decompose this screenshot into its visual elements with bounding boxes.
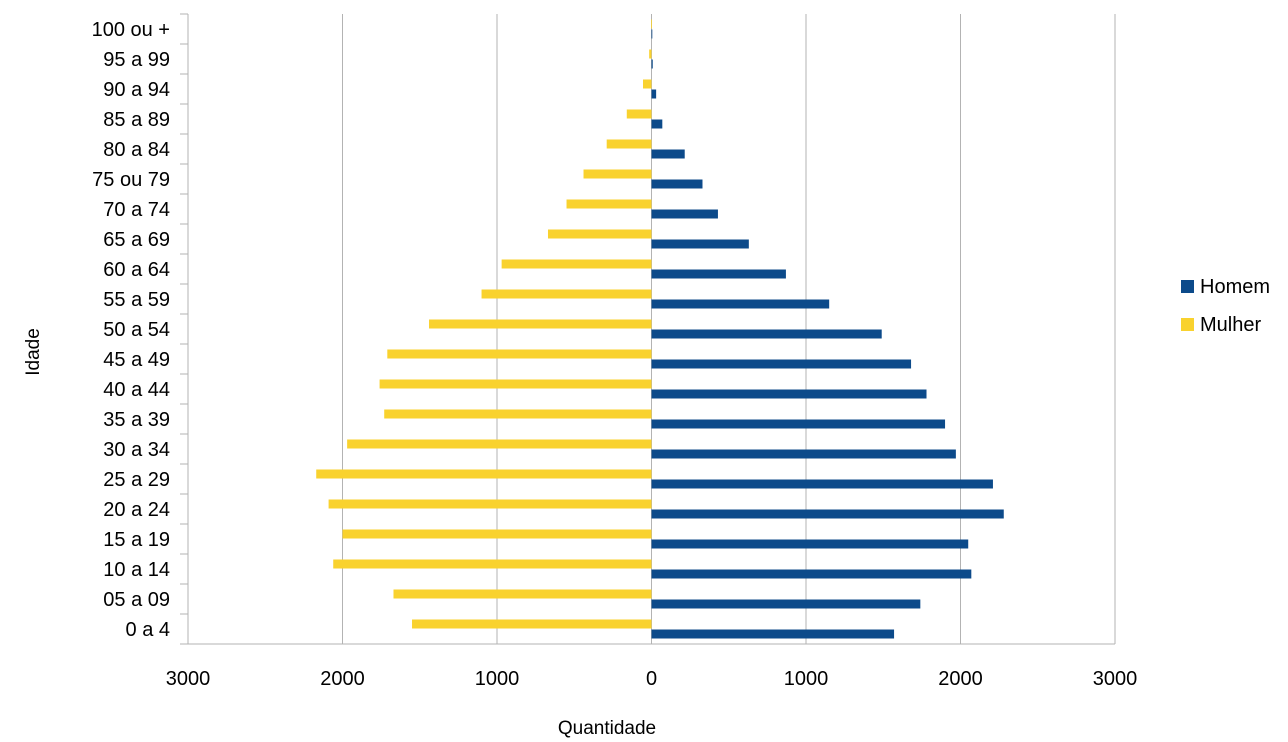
bar-mulher-18 xyxy=(643,79,652,89)
y-tick-label: 40 a 44 xyxy=(103,379,170,401)
legend: Homem Mulher xyxy=(1181,276,1270,336)
y-tick-label: 85 a 89 xyxy=(103,109,170,131)
x-tick-label: 2000 xyxy=(320,668,365,690)
x-tick-labels: 3000 2000 1000 0 1000 2000 3000 xyxy=(166,668,1138,690)
legend-label-mulher: Mulher xyxy=(1200,314,1261,336)
bar-mulher-9 xyxy=(387,349,652,359)
bar-mulher-19 xyxy=(649,49,652,59)
bar-homem-16 xyxy=(651,149,685,159)
x-tick-label: 3000 xyxy=(166,668,211,690)
y-tick-label: 65 a 69 xyxy=(103,229,170,251)
bar-mulher-11 xyxy=(481,289,652,299)
bar-homem-19 xyxy=(651,59,653,69)
bar-homem-11 xyxy=(651,299,830,309)
bar-homem-5 xyxy=(651,479,993,489)
y-tick-label: 50 a 54 xyxy=(103,319,170,341)
x-tick-label: 2000 xyxy=(938,668,983,690)
bar-homem-6 xyxy=(651,449,956,459)
bar-mulher-0 xyxy=(412,619,652,629)
y-tick-label: 20 a 24 xyxy=(103,499,170,521)
y-tick-label: 75 ou 79 xyxy=(92,169,170,191)
bar-mulher-8 xyxy=(379,379,652,389)
bar-mulher-5 xyxy=(316,469,652,479)
bar-homem-10 xyxy=(651,329,882,339)
bar-homem-14 xyxy=(651,209,718,219)
x-tick-label: 1000 xyxy=(475,668,520,690)
bar-homem-17 xyxy=(651,119,663,129)
bar-mulher-7 xyxy=(384,409,652,419)
y-tick-label: 25 a 29 xyxy=(103,469,170,491)
y-axis-title: Idade xyxy=(23,328,44,376)
bar-homem-4 xyxy=(651,509,1004,519)
y-tick-labels: 0 a 4 05 a 09 10 a 14 15 a 19 20 a 24 25 a 29… xyxy=(92,19,170,641)
y-tick-label: 10 a 14 xyxy=(103,559,170,581)
bar-mulher-10 xyxy=(429,319,652,329)
bar-homem-20 xyxy=(651,29,653,39)
axes xyxy=(180,13,1115,645)
bar-homem-9 xyxy=(651,359,912,369)
bar-homem-3 xyxy=(651,539,969,549)
bar-homem-1 xyxy=(651,599,921,609)
y-tick-label: 45 a 49 xyxy=(103,349,170,371)
bar-mulher-1 xyxy=(393,589,652,599)
x-tick-label: 1000 xyxy=(784,668,829,690)
bar-homem-0 xyxy=(651,629,895,639)
bar-homem-8 xyxy=(651,389,927,399)
y-tick-label: 30 a 34 xyxy=(103,439,170,461)
y-tick-label: 05 a 09 xyxy=(103,589,170,611)
y-tick-label: 0 a 4 xyxy=(126,619,170,641)
bar-homem-13 xyxy=(651,239,749,249)
y-tick-label: 60 a 64 xyxy=(103,259,170,281)
y-tick-label: 100 ou + xyxy=(92,19,170,41)
y-tick-label: 90 a 94 xyxy=(103,79,170,101)
legend-swatch-mulher xyxy=(1181,318,1194,331)
bar-homem-2 xyxy=(651,569,972,579)
bar-mulher-20 xyxy=(651,19,652,29)
bar-mulher-16 xyxy=(606,139,652,149)
bar-mulher-12 xyxy=(501,259,652,269)
bar-homem-12 xyxy=(651,269,786,279)
y-tick-label: 15 a 19 xyxy=(103,529,170,551)
bar-homem-15 xyxy=(651,179,703,189)
bar-mulher-13 xyxy=(547,229,652,239)
bar-homem-18 xyxy=(651,89,657,99)
bar-mulher-15 xyxy=(583,169,652,179)
bar-mulher-2 xyxy=(333,559,652,569)
grid-lines xyxy=(187,14,1116,644)
y-tick-label: 80 a 84 xyxy=(103,139,170,161)
y-tick-label: 55 a 59 xyxy=(103,289,170,311)
y-tick-label: 70 a 74 xyxy=(103,199,170,221)
bar-homem-7 xyxy=(651,419,946,429)
x-axis-title: Quantidade xyxy=(558,718,656,739)
bar-mulher-4 xyxy=(328,499,652,509)
y-tick-label: 95 a 99 xyxy=(103,49,170,71)
x-tick-label: 0 xyxy=(646,668,657,690)
bars xyxy=(316,19,1004,639)
bar-mulher-14 xyxy=(566,199,652,209)
bar-mulher-3 xyxy=(342,529,652,539)
legend-swatch-homem xyxy=(1181,280,1194,293)
x-tick-label: 3000 xyxy=(1093,668,1138,690)
y-tick-label: 35 a 39 xyxy=(103,409,170,431)
legend-label-homem: Homem xyxy=(1200,276,1270,298)
bar-mulher-17 xyxy=(626,109,652,119)
bar-mulher-6 xyxy=(347,439,652,449)
